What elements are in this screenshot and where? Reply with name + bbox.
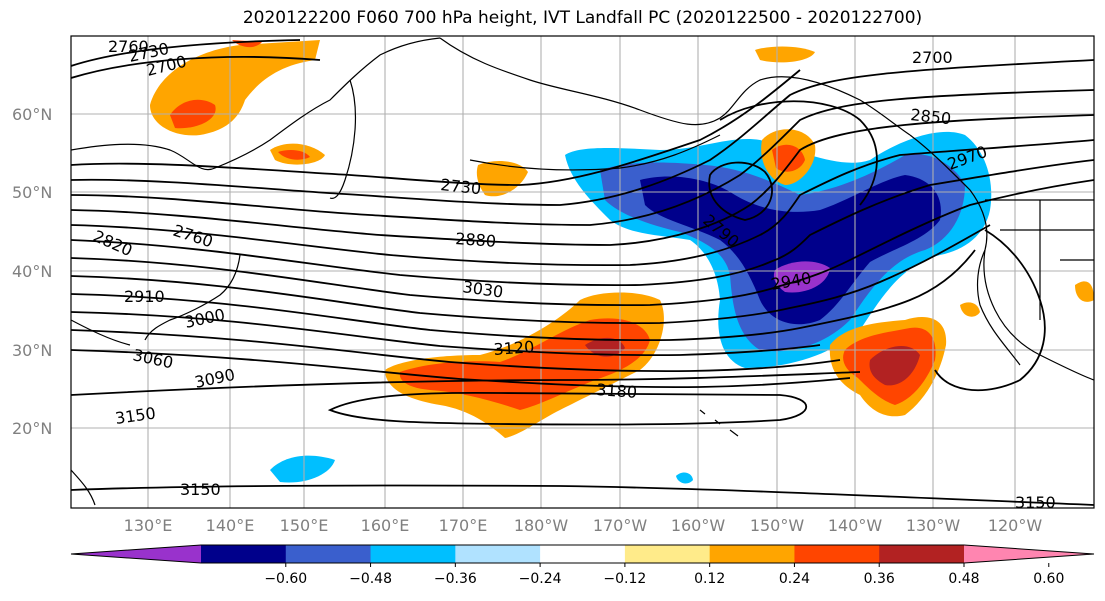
coastline-west-coast [976,249,1021,366]
positive-anomaly-patch [869,345,920,386]
contour-label: 2880 [455,229,497,251]
colorbar-tick-label: −0.12 [603,571,646,587]
colorbar-tick-label: 0.60 [1033,571,1064,587]
coastline-japan [144,254,241,341]
colorbar-tick-label: −0.24 [519,571,562,587]
lon-label: 170°W [593,516,648,535]
contour-label: 3150 [1015,493,1056,512]
positive-anomaly-patch [476,160,528,197]
lon-label: 170°E [439,516,488,535]
map-frame [70,35,1095,509]
colorbar-extension-high [964,545,1094,563]
negative-anomaly-patch [676,472,693,484]
latitude-labels: 60°N 50°N 40°N 30°N 20°N [12,105,52,438]
colorbar-segment [285,545,372,563]
lon-label: 150°W [750,516,805,535]
colorbar-segment [455,545,541,563]
colorbar-tick-label: 0.12 [694,571,725,587]
lon-label: 160°W [671,516,726,535]
negative-anomaly-patch [773,261,830,293]
colorbar: −0.60 −0.48 −0.36 −0.24 −0.12 0.12 0.24 0.36 0.4… [70,544,1095,587]
positive-anomaly-patch [278,149,310,160]
lon-label: 150°E [280,516,329,535]
colorbar-tick-label: 0.36 [864,571,895,587]
lon-label: 130°E [124,516,173,535]
lon-label: 160°E [361,516,410,535]
lat-label: 50°N [12,183,52,202]
colorbar-segment [794,545,880,563]
positive-anomaly-patch [772,144,805,172]
contour-label: 2910 [124,287,165,306]
coastline-korea [71,319,131,346]
contour-label: 2700 [912,48,953,67]
contour-label: 3180 [596,380,638,402]
positive-anomaly-patch [755,46,815,63]
ivt-shading [150,40,1094,484]
contour-label: 2760 [108,37,149,56]
contour-label: 2850 [910,105,952,128]
coastline-asia [71,37,441,171]
positive-anomaly-patch [960,302,980,317]
lat-label: 30°N [12,341,52,360]
negative-anomaly-patch [640,175,941,325]
lat-label: 60°N [12,105,52,124]
lon-label: 140°W [828,516,883,535]
colorbar-tick-label: 0.24 [779,571,810,587]
colorbar-outline [70,544,1095,564]
positive-anomaly-patch [399,318,650,410]
lon-label: 130°W [906,516,961,535]
colorbar-segment [879,545,965,563]
colorbar-tick-label: −0.48 [349,571,392,587]
negative-anomaly-patch [270,455,335,483]
positive-anomaly-patch [585,337,625,357]
coastline-philippines [71,469,96,506]
positive-anomaly-patch [1075,281,1094,302]
lon-label: 180°W [514,516,569,535]
colorbar-tick-label: −0.36 [434,571,477,587]
colorbar-extension-low [71,545,201,563]
colorbar-segment [201,545,287,563]
lat-label: 20°N [12,419,52,438]
lon-label: 120°W [988,516,1043,535]
colorbar-tick-label: 0.48 [948,571,979,587]
lon-label: 140°E [206,516,255,535]
coastline-aleutians [469,134,721,171]
colorbar-segment [709,545,795,563]
colorbar-tick-label: −0.60 [264,571,307,587]
map-panel: 2760 2730 2700 2700 2850 2970 2730 2880 … [71,36,1094,512]
coastline-kamchatka [329,79,357,200]
map-title: 2020122200 F060 700 hPa height, IVT Land… [242,8,923,28]
colorbar-segment [540,545,626,563]
longitude-labels: 130°E 140°E 150°E 160°E 170°E 180°W 170°… [124,516,1043,535]
colorbar-segment [624,545,711,563]
lat-label: 40°N [12,262,52,281]
coastlines [71,37,1094,506]
contour-label: 3150 [180,480,221,499]
height-contours [71,39,1094,506]
coastline-alaska [439,37,911,136]
contour-label: 2730 [440,175,482,198]
colorbar-segment [370,545,456,563]
contour-label: 3120 [493,337,535,359]
